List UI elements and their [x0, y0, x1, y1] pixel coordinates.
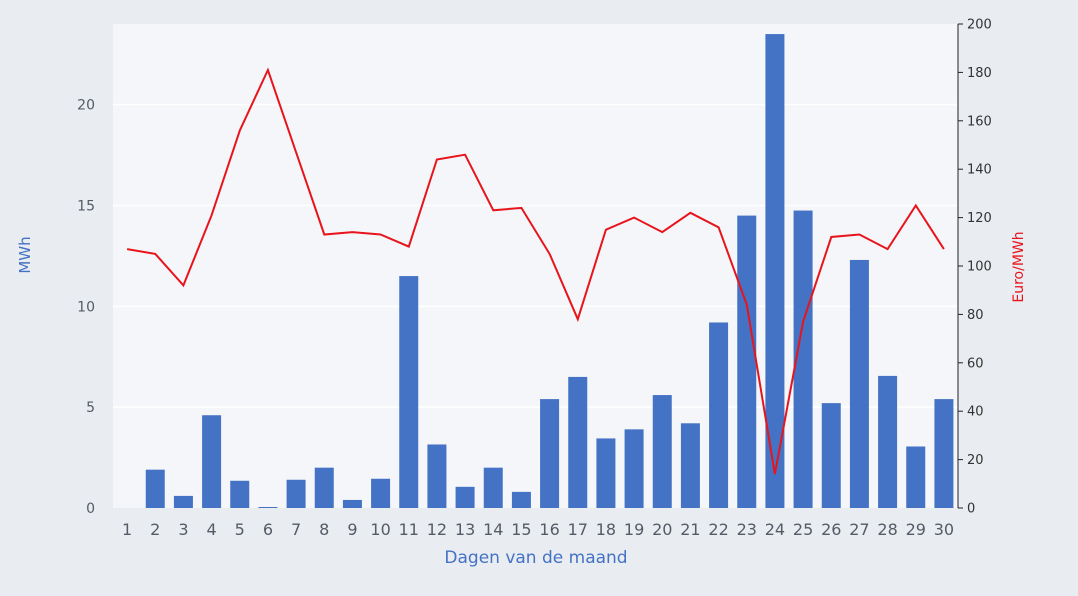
x-tick-label: 30 [934, 520, 954, 539]
bar [258, 506, 278, 508]
bar [821, 403, 841, 508]
right-tick-label: 180 [967, 66, 992, 81]
bar [173, 495, 193, 508]
bar [540, 399, 560, 508]
x-tick-label: 12 [427, 520, 447, 539]
x-tick-label: 7 [291, 520, 301, 539]
bar [427, 444, 447, 508]
x-axis-ticks: 1 2 3 4 5 6 7 8 9 10 11 12 13 14 15 16 17 18 19 20 21 22 23 24 2… [122, 520, 954, 539]
x-tick-label: 8 [319, 520, 329, 539]
x-tick-label: 11 [399, 520, 419, 539]
x-tick-label: 16 [539, 520, 559, 539]
line-series [126, 67, 945, 475]
x-tick-label: 9 [347, 520, 357, 539]
x-tick-label: 1 [122, 520, 132, 539]
x-axis-title: Dagen van de maand [444, 548, 627, 568]
right-tick-label: 0 [967, 502, 975, 517]
right-tick-label: 140 [967, 163, 992, 178]
right-tick-label: 100 [967, 260, 992, 275]
bar [314, 467, 334, 508]
right-tick-label: 40 [967, 405, 984, 420]
bar [878, 375, 898, 508]
right-tick-label: 160 [967, 114, 992, 129]
x-tick-label: 24 [765, 520, 785, 539]
x-tick-label: 13 [455, 520, 475, 539]
left-tick-label: 15 [77, 199, 95, 215]
bar [709, 322, 729, 508]
x-tick-label: 2 [150, 520, 160, 539]
bar [596, 438, 616, 508]
x-tick-label: 5 [235, 520, 245, 539]
bar [342, 499, 362, 508]
x-tick-label: 6 [263, 520, 273, 539]
right-tick-label: 60 [967, 356, 984, 371]
bar [793, 210, 813, 508]
x-tick-label: 15 [511, 520, 531, 539]
x-tick-label: 18 [596, 520, 616, 539]
x-tick-label: 17 [568, 520, 588, 539]
right-tick-label: 20 [967, 453, 984, 468]
bar [483, 467, 503, 508]
right-axis-title: Euro/MWh [1011, 231, 1027, 302]
x-tick-label: 22 [708, 520, 728, 539]
left-tick-label: 10 [77, 299, 95, 315]
gridlines [113, 103, 958, 408]
right-axis-ticks: 0 20 40 60 80 100 120 140 160 180 200 [958, 18, 992, 517]
bar [680, 423, 700, 508]
bar [624, 429, 644, 508]
bar [934, 399, 954, 508]
left-tick-label: 0 [86, 501, 95, 517]
bar-series [145, 34, 954, 509]
bar [511, 491, 531, 508]
right-tick-label: 200 [967, 18, 992, 33]
bar [202, 415, 222, 508]
bar [371, 478, 391, 508]
bar [849, 259, 869, 508]
right-tick-label: 80 [967, 308, 984, 323]
bar [906, 446, 926, 508]
x-tick-label: 28 [877, 520, 897, 539]
x-tick-label: 23 [737, 520, 757, 539]
bar [765, 34, 785, 508]
bar [568, 376, 588, 508]
bar [652, 395, 672, 508]
bar [399, 276, 419, 508]
x-tick-label: 29 [906, 520, 926, 539]
bar [455, 486, 475, 508]
x-tick-label: 3 [178, 520, 188, 539]
x-tick-label: 25 [793, 520, 813, 539]
bar [145, 469, 165, 508]
x-tick-label: 21 [680, 520, 700, 539]
x-tick-label: 26 [821, 520, 841, 539]
x-tick-label: 19 [624, 520, 644, 539]
price-line [126, 67, 945, 475]
bar [286, 479, 306, 508]
left-axis-ticks: 0 5 10 15 20 [77, 98, 95, 517]
right-tick-label: 120 [967, 211, 992, 226]
left-tick-label: 20 [77, 98, 95, 114]
left-axis-title: MWh [16, 236, 34, 273]
x-tick-label: 20 [652, 520, 672, 539]
x-tick-label: 27 [849, 520, 869, 539]
x-tick-label: 4 [206, 520, 216, 539]
bar [230, 480, 250, 508]
bar [737, 215, 757, 509]
x-tick-label: 10 [370, 520, 390, 539]
left-tick-label: 5 [86, 400, 95, 416]
x-tick-label: 14 [483, 520, 503, 539]
